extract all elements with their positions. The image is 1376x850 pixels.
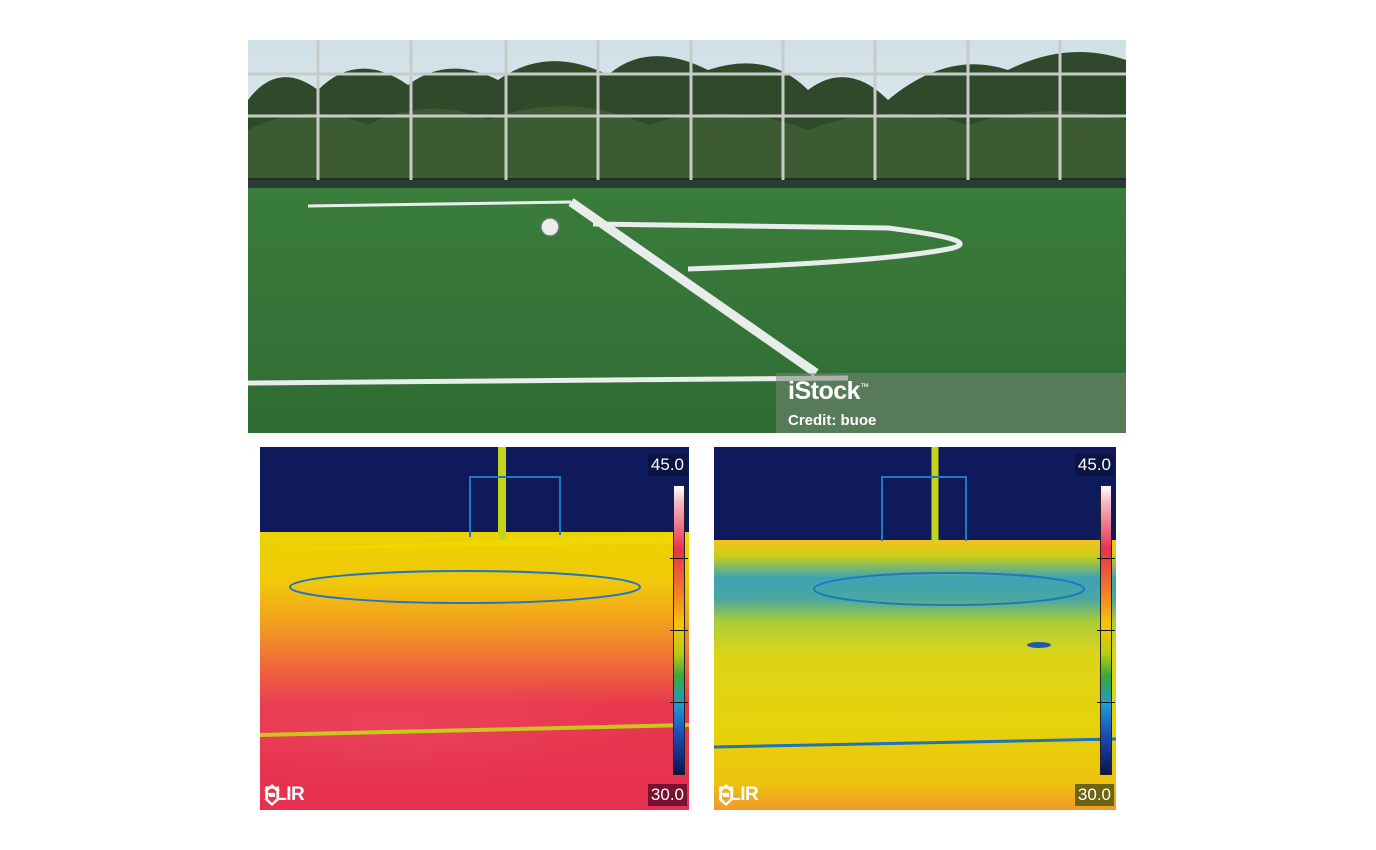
thermal-structures-left (260, 447, 689, 737)
temperature-scale-max: 45.0 (647, 454, 687, 476)
temperature-colorbar (670, 485, 688, 775)
flir-logo-icon (718, 784, 734, 806)
tree-line (248, 52, 1126, 190)
flir-logo-icon (264, 784, 280, 806)
field-markings (248, 40, 1126, 386)
thermal-structures-right (714, 447, 1116, 749)
temperature-scale-max: 45.0 (1074, 454, 1114, 476)
soccer-field-photo: iStock™ Credit: buoe (248, 40, 1126, 433)
thermal-image-right: 45.0 30.0 FLIR (714, 447, 1116, 810)
temperature-scale-min: 30.0 (1074, 784, 1114, 806)
thermal-image-left: 45.0 30.0 FLIR (260, 447, 689, 810)
istock-logo: iStock™ (788, 377, 869, 405)
flir-logo: FLIR (264, 784, 305, 806)
temperature-scale-min: 30.0 (647, 784, 687, 806)
cool-turf-thermal (714, 540, 1116, 810)
flir-logo: FLIR (718, 784, 759, 806)
soccer-ball (540, 217, 560, 237)
temperature-colorbar (1097, 485, 1115, 775)
istock-watermark: iStock™ Credit: buoe (776, 373, 1126, 433)
photo-credit: Credit: buoe (788, 412, 877, 429)
